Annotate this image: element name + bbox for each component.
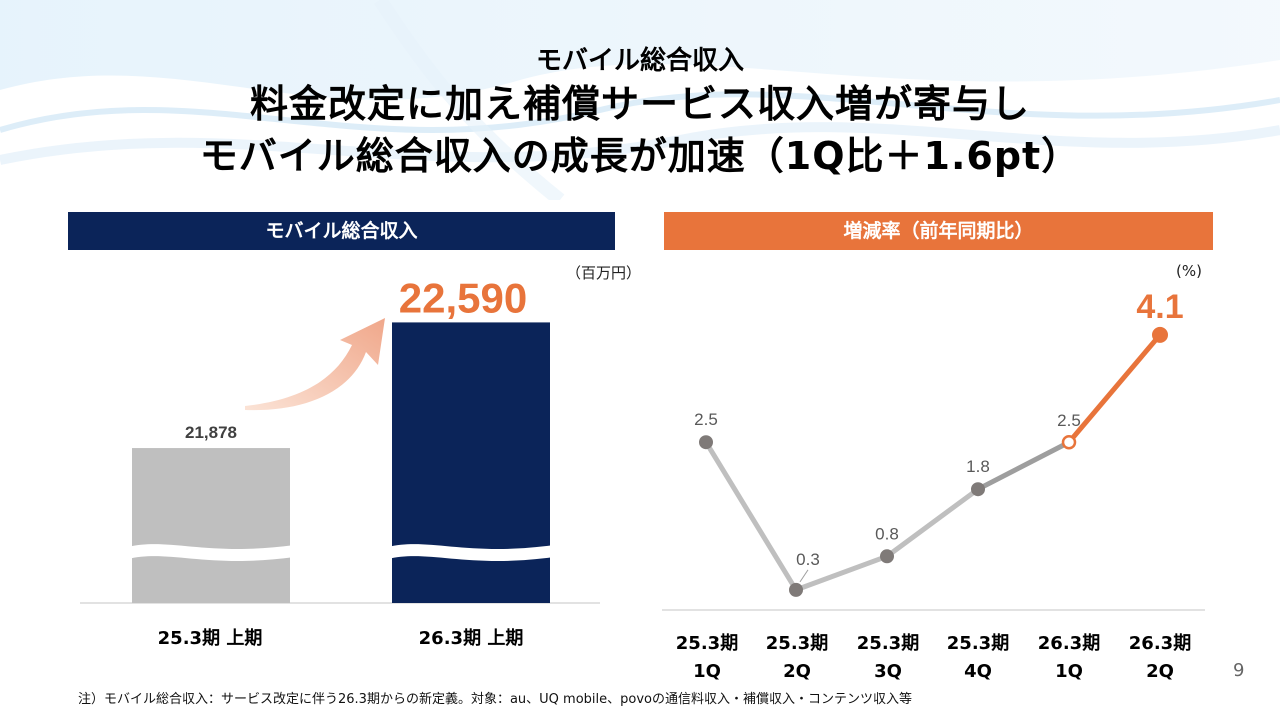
series-line-segment	[793, 553, 890, 593]
line-x-label: 25.3期 4Q	[938, 630, 1018, 686]
data-point	[1061, 434, 1077, 450]
label-leader	[799, 569, 809, 583]
growth-arrow	[245, 318, 385, 411]
line-x-label-period: 26.3期	[1037, 633, 1101, 654]
data-point	[789, 582, 803, 597]
bar	[132, 448, 290, 603]
line-value-label: 0.3	[796, 550, 820, 569]
line-x-label-period: 25.3期	[856, 633, 920, 654]
axis-break-mark	[388, 544, 554, 561]
slide-kicker: モバイル総合収入	[535, 46, 744, 76]
line-x-label-quarter: 3Q	[874, 661, 902, 682]
data-point-highlight	[1152, 326, 1168, 343]
line-x-label-period: 25.3期	[675, 633, 739, 654]
bar	[392, 322, 550, 603]
slide-title-block: モバイル総合収入 料金改定に加え補償サービス収入増が寄与し モバイル総合収入の成…	[0, 44, 1280, 182]
line-x-label: 26.3期 1Q	[1029, 630, 1109, 686]
bar-x-label: 26.3期 上期	[418, 628, 524, 649]
bar-x-label: 25.3期 上期	[157, 628, 263, 649]
line-value-label: 2.5	[694, 410, 718, 429]
line-x-label-quarter: 2Q	[783, 661, 811, 682]
line-x-label: 26.3期 2Q	[1120, 630, 1200, 686]
background-waves	[0, 0, 1280, 200]
line-x-label-period: 25.3期	[946, 633, 1010, 654]
line-x-label: 25.3期 2Q	[757, 630, 837, 686]
line-value-label: 0.8	[875, 524, 899, 543]
line-x-label-period: 26.3期	[1128, 633, 1192, 654]
line-panel-header: 増減率（前年同期比）	[664, 212, 1213, 250]
bar-value-label-highlight: 22,590	[399, 274, 527, 321]
line-value-label: 1.8	[966, 457, 990, 476]
axis-break-mark	[128, 544, 294, 561]
data-point	[699, 435, 713, 450]
line-value-label-highlight: 4.1	[1136, 288, 1183, 326]
line-value-label: 2.5	[1057, 411, 1081, 430]
line-x-label-quarter: 4Q	[964, 661, 992, 682]
footnote: 注）モバイル総合収入：サービス改定に伴う26.3期からの新定義。対象：au、UQ…	[78, 692, 912, 707]
page-number: 9	[1233, 660, 1245, 681]
line-x-label-quarter: 2Q	[1146, 661, 1174, 682]
headline-line-2: モバイル総合収入の成長が加速（1Q比＋1.6pt）	[199, 134, 1081, 178]
line-x-label-quarter: 1Q	[693, 661, 721, 682]
line-x-label-quarter: 1Q	[1055, 661, 1083, 682]
line-unit-label: (%)	[1176, 262, 1202, 280]
series-line-segment	[975, 439, 1072, 492]
series-line-segment	[703, 439, 799, 593]
bar-value-label: 21,878	[185, 423, 237, 442]
line-x-label-period: 25.3期	[765, 633, 829, 654]
data-point	[971, 482, 985, 497]
data-point	[880, 549, 894, 564]
line-x-label: 25.3期 3Q	[848, 630, 928, 686]
series-line-segment	[884, 486, 981, 559]
headline-line-1: 料金改定に加え補償サービス収入増が寄与し	[249, 82, 1030, 126]
bar-panel-header: モバイル総合収入	[68, 212, 615, 250]
series-line-segment	[1066, 332, 1163, 445]
line-x-label: 25.3期 1Q	[667, 630, 747, 686]
bar-unit-label: （百万円）	[566, 264, 642, 282]
